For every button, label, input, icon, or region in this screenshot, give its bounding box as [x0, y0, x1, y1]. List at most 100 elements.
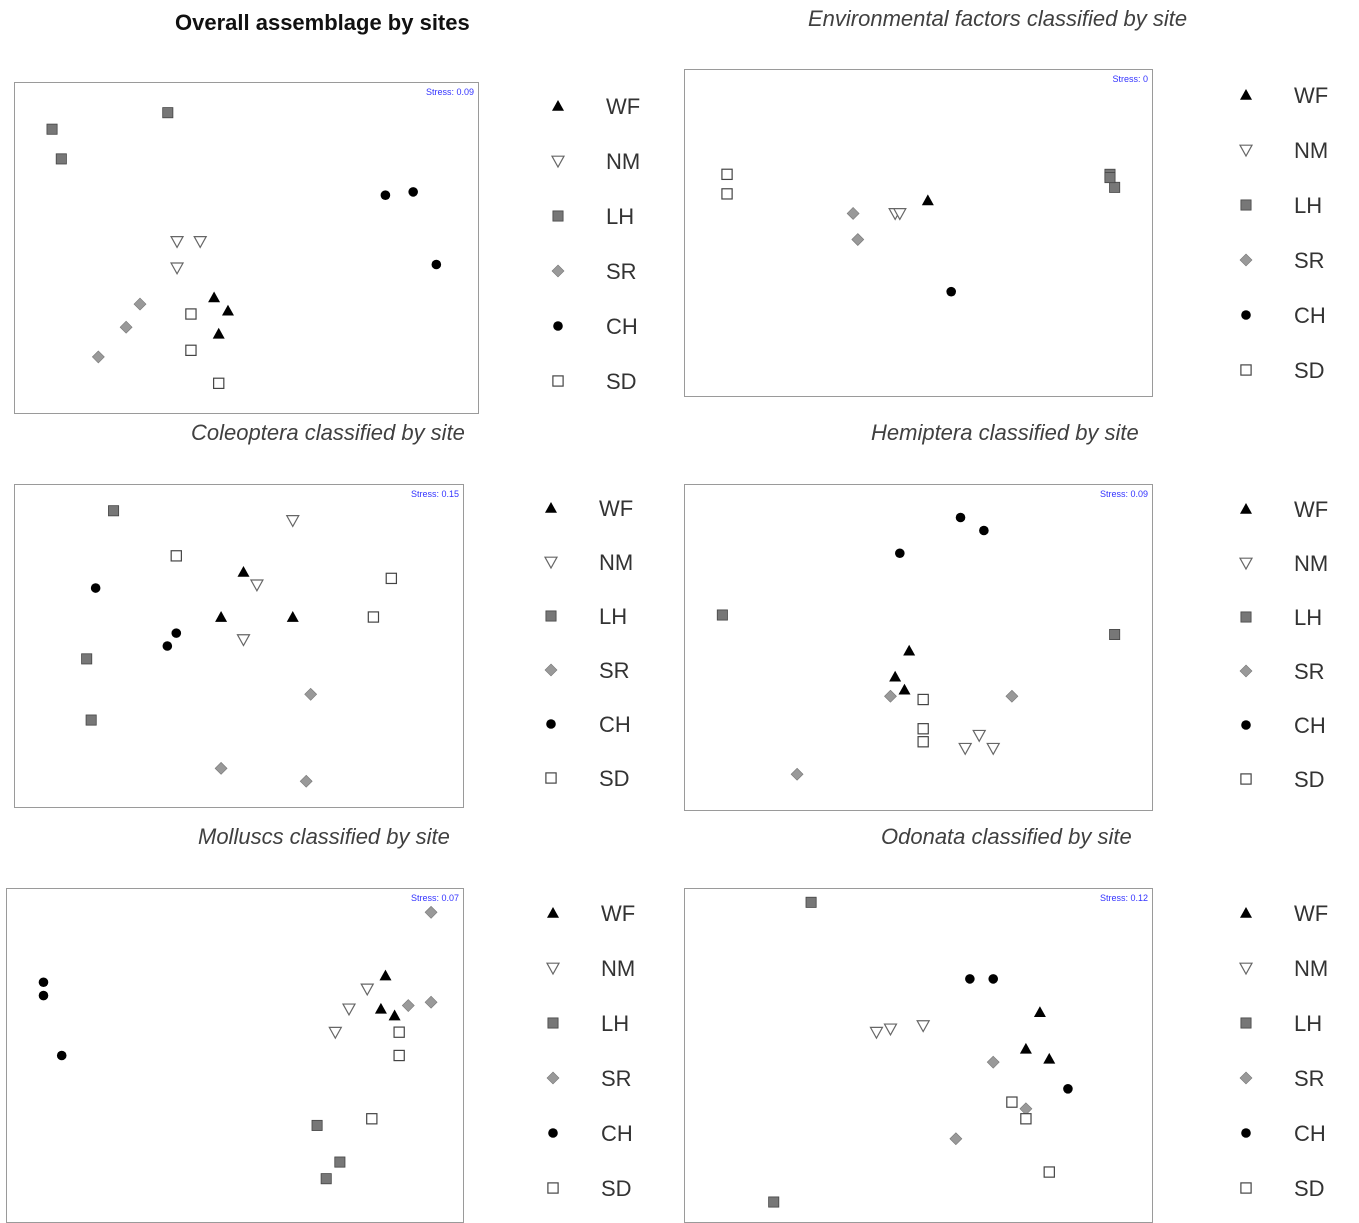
legend-item-lh: LH — [545, 1009, 685, 1039]
legend-label: WF — [1294, 83, 1329, 108]
point-nm — [892, 208, 907, 221]
coleoptera-title: Coleoptera classified by site — [191, 420, 465, 445]
point-nm — [341, 1003, 357, 1017]
point-nm — [360, 983, 375, 997]
legend-label: LH — [1294, 193, 1323, 218]
point-wf — [286, 611, 299, 622]
legend-item-wf: WF — [1238, 899, 1359, 929]
point-wf — [221, 304, 234, 316]
point-sd — [721, 188, 733, 200]
open-triangle-down-icon — [543, 556, 559, 570]
stress-value: Stress: 0.09 — [1099, 489, 1148, 499]
legend-label: NM — [599, 550, 634, 575]
open-triangle-down-icon — [545, 962, 561, 976]
point-ch — [946, 286, 956, 297]
scatter-plot-area — [768, 896, 1073, 1208]
point-nm — [193, 236, 208, 249]
point-lh — [805, 896, 817, 908]
point-wf — [903, 644, 916, 656]
scatter-plot-area — [81, 505, 398, 788]
point-nm — [328, 1026, 343, 1040]
point-ch — [895, 548, 905, 559]
overall-assemblage-title: Overall assemblage by sites — [175, 10, 470, 35]
point-lh — [162, 107, 174, 119]
point-wf — [1043, 1052, 1056, 1064]
point-lh — [46, 123, 58, 135]
molluscs-panel: Stress: 0.07 — [6, 888, 464, 1223]
legend-label: SD — [1294, 358, 1325, 383]
legend-label: LH — [1294, 1011, 1323, 1036]
stress-value: Stress: 0.09 — [425, 87, 474, 97]
legend-item-sd: SD — [1238, 1174, 1359, 1204]
legend-item-wf: WF — [1238, 81, 1359, 111]
point-ch — [380, 190, 391, 200]
stress-value: Stress: 0.15 — [410, 489, 459, 499]
legend-label: SR — [1294, 659, 1325, 684]
point-sr — [949, 1132, 963, 1146]
point-lh — [1104, 172, 1116, 184]
point-sd — [185, 344, 197, 357]
point-nm — [986, 742, 1001, 756]
point-nm — [972, 729, 987, 743]
point-lh — [716, 609, 728, 621]
point-wf — [208, 291, 221, 303]
filled-square-icon — [545, 610, 557, 622]
legend-item-sd: SD — [1238, 765, 1359, 795]
legend-label: NM — [606, 149, 641, 174]
environmental-factors-title: Environmental factors classified by site — [808, 6, 1188, 31]
open-square-icon — [1240, 1182, 1252, 1194]
point-ch — [408, 187, 418, 197]
point-sr — [133, 297, 147, 311]
legend-label: SR — [601, 1066, 632, 1091]
legend-label: WF — [601, 901, 636, 926]
point-sr — [1005, 689, 1019, 703]
stress-value: Stress: 0.07 — [410, 893, 459, 903]
point-ch — [162, 641, 173, 651]
legend-item-ch: CH — [1238, 301, 1359, 331]
diamond-icon — [1239, 253, 1253, 267]
point-sr — [299, 774, 313, 788]
odonata-panel: Stress: 0.12 — [684, 888, 1153, 1223]
legend-label: SD — [601, 1176, 632, 1201]
point-nm — [236, 634, 251, 647]
point-nm — [170, 236, 185, 249]
point-sr — [790, 767, 804, 781]
coleoptera-panel: Stress: 0.15 — [14, 484, 464, 808]
open-square-icon — [1240, 364, 1252, 376]
legend-label: SR — [1294, 1066, 1325, 1091]
filled-circle-icon — [1241, 720, 1251, 730]
point-sd — [170, 550, 182, 562]
point-ch — [171, 628, 182, 638]
point-wf — [388, 1009, 401, 1021]
point-lh — [1109, 181, 1121, 193]
point-lh — [311, 1119, 323, 1131]
point-sd — [1043, 1166, 1055, 1178]
point-nm — [916, 1020, 931, 1033]
legend-label: LH — [599, 604, 628, 629]
legend-item-wf: WF — [543, 494, 683, 524]
legend-item-sr: SR — [1238, 1064, 1359, 1094]
scatter-plot-area — [38, 905, 438, 1185]
filled-square-icon — [552, 210, 564, 222]
point-wf — [889, 670, 902, 682]
legend-label: LH — [606, 204, 635, 229]
point-lh — [320, 1173, 332, 1185]
point-sd — [366, 1113, 378, 1125]
scatter-plot-area — [46, 107, 442, 390]
point-wf — [1019, 1042, 1032, 1054]
legend-label: SD — [599, 766, 630, 791]
legend-label: NM — [1294, 956, 1329, 981]
legend-label: LH — [1294, 605, 1323, 630]
filled-circle-icon — [546, 719, 556, 729]
point-wf — [921, 194, 934, 206]
point-sd — [367, 611, 380, 623]
point-sr — [214, 761, 228, 775]
filled-circle-icon — [1241, 1128, 1251, 1138]
legend-item-sd: SD — [1238, 356, 1359, 386]
legend-item-lh: LH — [543, 602, 683, 632]
point-sd — [917, 693, 929, 706]
filled-square-icon — [1240, 611, 1252, 623]
legend-item-nm: NM — [1238, 549, 1359, 579]
stress-value: Stress: 0.12 — [1099, 893, 1148, 903]
filled-circle-icon — [553, 321, 563, 331]
